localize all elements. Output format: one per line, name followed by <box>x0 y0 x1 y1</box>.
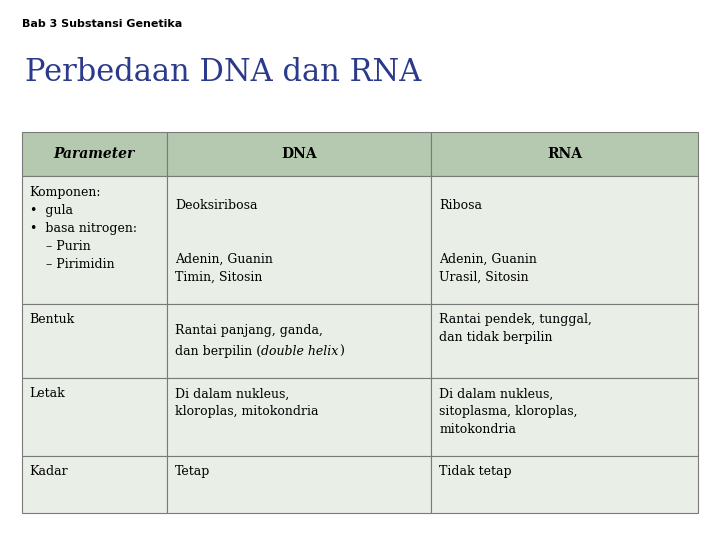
Text: Rantai panjang, ganda,: Rantai panjang, ganda, <box>175 324 323 337</box>
Bar <box>431 456 698 513</box>
Text: Bentuk: Bentuk <box>30 313 75 326</box>
Text: Tetap: Tetap <box>175 465 211 478</box>
Text: ): ) <box>338 345 343 357</box>
Text: Tidak tetap: Tidak tetap <box>439 465 512 478</box>
Text: DNA: DNA <box>282 147 317 161</box>
Text: Bab 3 Substansi Genetika: Bab 3 Substansi Genetika <box>22 19 182 29</box>
Bar <box>167 456 431 513</box>
Bar <box>22 456 167 513</box>
Bar <box>431 132 698 176</box>
Text: Komponen:
•  gula
•  basa nitrogen:
    – Purin
    – Pirimidin: Komponen: • gula • basa nitrogen: – Puri… <box>30 186 137 271</box>
Text: dan berpilin (: dan berpilin ( <box>175 345 261 357</box>
Text: RNA: RNA <box>547 147 582 161</box>
Text: double helix: double helix <box>261 345 338 357</box>
Bar <box>22 378 167 456</box>
Text: Letak: Letak <box>30 387 66 400</box>
Text: Perbedaan DNA dan RNA: Perbedaan DNA dan RNA <box>25 57 422 87</box>
Bar <box>167 378 431 456</box>
Bar <box>167 176 431 303</box>
Bar <box>431 378 698 456</box>
Bar <box>22 303 167 378</box>
Bar <box>167 132 431 176</box>
Text: Di dalam nukleus,
sitoplasma, kloroplas,
mitokondria: Di dalam nukleus, sitoplasma, kloroplas,… <box>439 387 577 436</box>
Text: Ribosa


Adenin, Guanin
Urasil, Sitosin: Ribosa Adenin, Guanin Urasil, Sitosin <box>439 199 537 284</box>
Bar <box>22 176 167 303</box>
Text: Deoksiribosa


Adenin, Guanin
Timin, Sitosin: Deoksiribosa Adenin, Guanin Timin, Sitos… <box>175 199 273 284</box>
Bar <box>431 303 698 378</box>
Bar <box>167 303 431 378</box>
Text: Di dalam nukleus,
kloroplas, mitokondria: Di dalam nukleus, kloroplas, mitokondria <box>175 387 319 419</box>
Bar <box>22 132 167 176</box>
Text: Rantai pendek, tunggal,
dan tidak berpilin: Rantai pendek, tunggal, dan tidak berpil… <box>439 313 592 344</box>
Text: Parameter: Parameter <box>54 147 135 161</box>
Bar <box>431 176 698 303</box>
Text: Kadar: Kadar <box>30 465 68 478</box>
